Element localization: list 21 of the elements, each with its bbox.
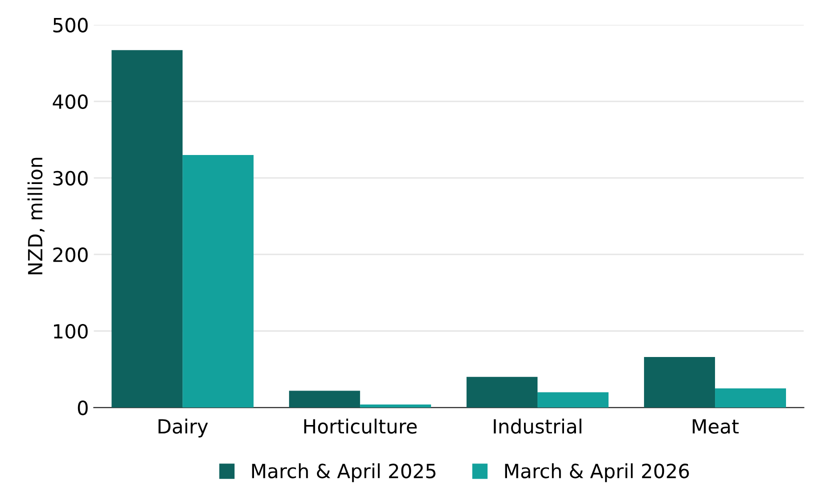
bar (466, 376, 538, 408)
bar (360, 404, 432, 408)
bar (538, 392, 609, 408)
y-tick-label: 400 (52, 94, 88, 110)
y-tick-label: 500 (53, 18, 88, 33)
y-tick-label: 100 (54, 324, 88, 339)
x-tick-label: Meat (692, 419, 739, 434)
x-tick-label: Industrial (494, 418, 582, 434)
x-tick-label: Dairy (158, 418, 208, 438)
legend-label: March & April 2026 (505, 463, 689, 482)
x-tick-label: Horticulture (304, 418, 417, 434)
bar (289, 390, 360, 408)
legend-label: March & April 2025 (252, 463, 436, 482)
bar (715, 388, 786, 408)
y-tick-label: 0 (78, 400, 88, 416)
bar (112, 50, 183, 408)
y-axis-title: NZD, million (27, 158, 45, 274)
bar (644, 357, 716, 408)
y-tick-label: 200 (53, 247, 88, 262)
y-tick-label: 300 (53, 170, 88, 186)
bar (182, 154, 254, 408)
